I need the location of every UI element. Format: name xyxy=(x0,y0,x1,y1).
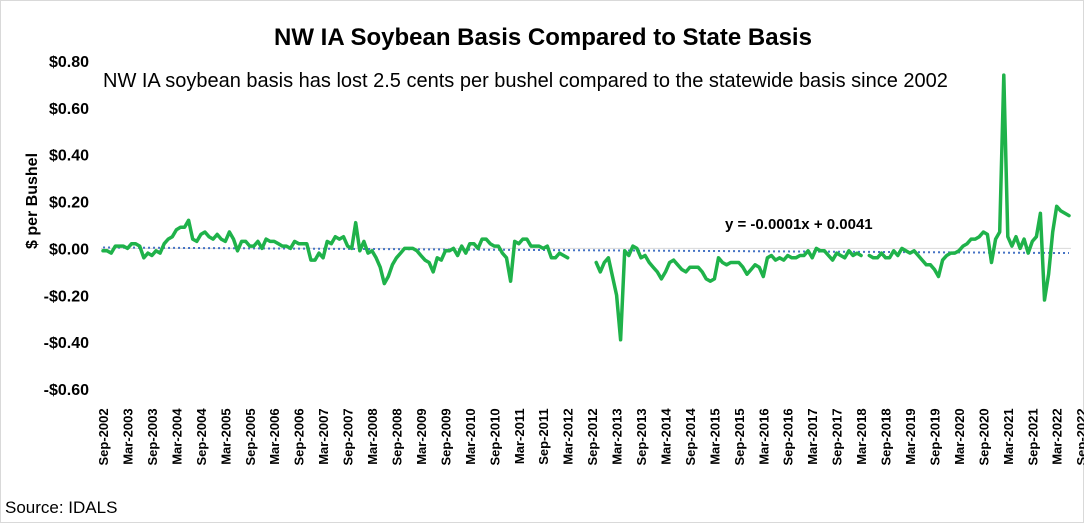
y-axis: $0.80 $0.60 $0.40 $0.20 $0.00 -$0.20 -$0.40 -$0… xyxy=(44,54,89,399)
x-tick-label: Mar-2003 xyxy=(120,408,135,464)
y-tick-label: $0.80 xyxy=(49,54,89,71)
y-tick-label: $0.40 xyxy=(49,148,89,165)
x-tick-label: Sep-2019 xyxy=(927,408,942,465)
x-tick-label: Mar-2019 xyxy=(903,408,918,464)
y-tick-label: -$0.20 xyxy=(44,288,89,305)
y-tick-label: $0.00 xyxy=(49,241,89,258)
x-tick-label: Mar-2005 xyxy=(218,408,233,464)
x-tick-label: Sep-2015 xyxy=(732,408,747,465)
x-tick-label: Sep-2014 xyxy=(683,408,698,466)
series-line-segment xyxy=(594,244,863,342)
x-tick-label: Mar-2004 xyxy=(169,408,184,465)
x-tick-label: Mar-2006 xyxy=(267,408,282,464)
x-tick-label: Sep-2010 xyxy=(487,408,502,465)
x-tick-label: Mar-2015 xyxy=(707,408,722,464)
x-axis: Sep-2002 Mar-2003 Sep-2003 Mar-2004 Sep-2004… xyxy=(96,408,1084,466)
x-tick-label: Sep-2016 xyxy=(781,408,796,465)
x-tick-label: Mar-2008 xyxy=(365,408,380,464)
x-tick-label: Mar-2010 xyxy=(463,408,478,464)
series-line-segment xyxy=(867,73,1071,302)
x-tick-label: Mar-2022 xyxy=(1050,408,1065,464)
x-tick-label: Sep-2018 xyxy=(879,408,894,465)
x-tick-label: Mar-2021 xyxy=(1001,408,1016,464)
x-tick-label: Mar-2016 xyxy=(756,408,771,464)
y-axis-label: $ per Bushel xyxy=(24,153,41,249)
x-tick-label: Mar-2018 xyxy=(854,408,869,464)
x-tick-label: Mar-2014 xyxy=(658,408,673,465)
trend-line xyxy=(103,246,1069,255)
y-tick-label: -$0.60 xyxy=(44,382,89,399)
chart-title: NW IA Soybean Basis Compared to State Ba… xyxy=(274,24,812,51)
x-tick-label: Sep-2021 xyxy=(1025,408,1040,465)
x-tick-label: Sep-2007 xyxy=(341,408,356,465)
x-tick-label: Mar-2020 xyxy=(952,408,967,464)
x-tick-label: Sep-2002 xyxy=(96,408,111,465)
x-tick-label: Mar-2017 xyxy=(805,408,820,464)
x-tick-label: Sep-2017 xyxy=(830,408,845,465)
y-tick-label: -$0.40 xyxy=(44,335,89,352)
x-tick-label: Sep-2008 xyxy=(389,408,404,465)
x-tick-label: Mar-2013 xyxy=(610,408,625,464)
x-tick-label: Mar-2007 xyxy=(316,408,331,464)
x-tick-label: Sep-2020 xyxy=(976,408,991,465)
trendline-equation: y = -0.0001x + 0.0041 xyxy=(725,216,873,233)
x-tick-label: Sep-2006 xyxy=(292,408,307,465)
x-tick-label: Sep-2011 xyxy=(536,408,551,464)
x-tick-label: Mar-2009 xyxy=(414,408,429,464)
x-tick-label: Mar-2012 xyxy=(561,408,576,464)
source-note: Source: IDALS xyxy=(5,498,117,517)
x-tick-label: Sep-2004 xyxy=(194,408,209,466)
chart-annotation: NW IA soybean basis has lost 2.5 cents p… xyxy=(103,70,948,92)
x-tick-label: Sep-2022 xyxy=(1074,408,1084,465)
x-tick-label: Sep-2012 xyxy=(585,408,600,465)
x-tick-label: Sep-2013 xyxy=(634,408,649,465)
series-group xyxy=(101,73,1071,342)
x-tick-label: Sep-2003 xyxy=(145,408,160,465)
x-tick-label: Mar-2011 xyxy=(512,408,527,464)
x-tick-label: Sep-2009 xyxy=(438,408,453,465)
y-tick-label: $0.60 xyxy=(49,101,89,118)
y-tick-label: $0.20 xyxy=(49,195,89,212)
series-line-segment xyxy=(101,218,570,286)
x-tick-label: Sep-2005 xyxy=(243,408,258,465)
